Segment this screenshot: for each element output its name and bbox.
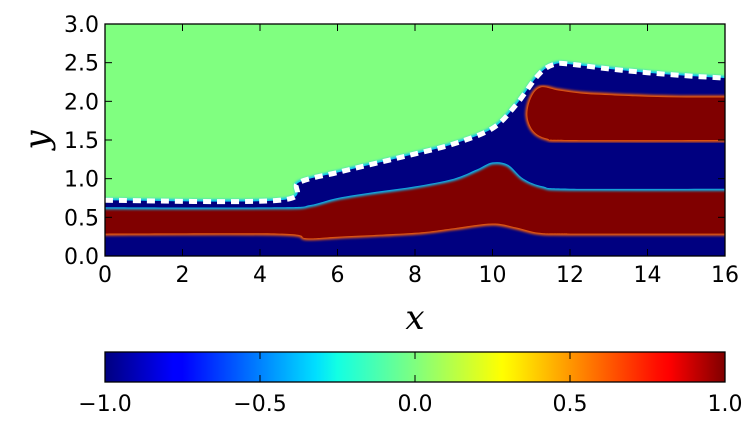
x-tick-label: 16: [711, 263, 739, 288]
colorbar-tick-label: 0.0: [398, 392, 433, 417]
y-axis-label: y: [17, 130, 57, 152]
y-tick-label: 0.5: [64, 206, 99, 231]
y-tick-label: 2.0: [64, 90, 99, 115]
x-tick-label: 14: [634, 263, 662, 288]
x-tick-label: 10: [479, 263, 507, 288]
field-layer-3: [527, 87, 725, 141]
y-tick-label: 1.5: [64, 129, 99, 154]
colorbar-tick-label: −1.0: [78, 392, 131, 417]
x-axis-label: x: [405, 298, 424, 338]
x-tick-label: 4: [253, 263, 267, 288]
y-tick-label: 2.5: [64, 52, 99, 77]
x-tick-label: 0: [98, 263, 112, 288]
x-tick-label: 8: [408, 263, 422, 288]
x-tick-label: 2: [176, 263, 190, 288]
y-tick-label: 1.0: [64, 168, 99, 193]
colorbar-tick-label: 1.0: [708, 392, 743, 417]
colorbar-tick-label: −0.5: [233, 392, 286, 417]
field-layer-0: [105, 223, 725, 256]
x-axis-ticks: 0 2 4 6 8 10 12 14 16: [98, 24, 739, 288]
colorbar: −1.0 −0.5 0.0 0.5 1.0: [78, 351, 743, 417]
colorbar-tick-label: 0.5: [553, 392, 588, 417]
plot-area: 0 2 4 6 8 10 12 14 16 0.0 0.5 1.0 1.5 2.0 2.5 3.0: [64, 13, 739, 288]
interface-dashed-line: [104, 60, 726, 205]
x-tick-label: 12: [556, 263, 584, 288]
x-tick-label: 6: [331, 263, 345, 288]
field-layer-1: [105, 162, 725, 239]
colorbar-ticks: −1.0 −0.5 0.0 0.5 1.0: [78, 352, 743, 417]
y-axis-ticks: 0.0 0.5 1.0 1.5 2.0 2.5 3.0: [64, 13, 725, 270]
y-tick-label: 0.0: [64, 245, 99, 270]
y-tick-label: 3.0: [64, 13, 99, 38]
